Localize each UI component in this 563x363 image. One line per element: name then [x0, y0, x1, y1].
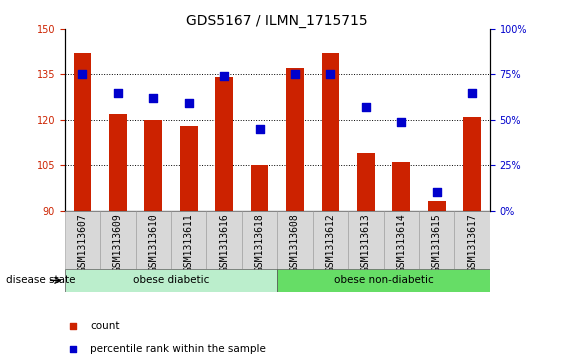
FancyBboxPatch shape — [207, 211, 242, 269]
Bar — [286, 68, 304, 211]
FancyBboxPatch shape — [419, 211, 454, 269]
Bar — [392, 162, 410, 211]
Text: disease state: disease state — [6, 275, 75, 285]
Point — [468, 90, 477, 95]
Point — [149, 95, 158, 101]
Point — [291, 72, 300, 77]
Text: GSM1313617: GSM1313617 — [467, 213, 477, 272]
Point — [184, 101, 193, 106]
Text: GSM1313613: GSM1313613 — [361, 213, 371, 272]
Bar — [357, 153, 375, 211]
Text: GSM1313607: GSM1313607 — [78, 213, 87, 272]
FancyBboxPatch shape — [242, 211, 278, 269]
Point — [361, 104, 370, 110]
Text: GSM1313614: GSM1313614 — [396, 213, 406, 272]
FancyBboxPatch shape — [65, 211, 100, 269]
FancyBboxPatch shape — [136, 211, 171, 269]
Bar — [321, 53, 339, 211]
FancyBboxPatch shape — [454, 211, 490, 269]
Point — [432, 189, 441, 195]
FancyBboxPatch shape — [100, 211, 136, 269]
Text: GSM1313612: GSM1313612 — [325, 213, 336, 272]
Point — [78, 72, 87, 77]
Text: count: count — [90, 321, 120, 331]
FancyBboxPatch shape — [348, 211, 383, 269]
Text: GSM1313616: GSM1313616 — [219, 213, 229, 272]
Bar — [251, 165, 269, 211]
Text: GSM1313618: GSM1313618 — [254, 213, 265, 272]
FancyBboxPatch shape — [278, 211, 312, 269]
FancyBboxPatch shape — [65, 269, 278, 292]
Bar — [145, 120, 162, 211]
Point — [69, 323, 78, 329]
Point — [220, 73, 229, 79]
Point — [69, 346, 78, 352]
Bar — [428, 201, 445, 211]
Bar — [109, 114, 127, 211]
Text: GSM1313609: GSM1313609 — [113, 213, 123, 272]
Bar — [215, 77, 233, 211]
Bar — [180, 126, 198, 211]
Text: obese non-diabetic: obese non-diabetic — [334, 276, 434, 285]
Text: GSM1313611: GSM1313611 — [184, 213, 194, 272]
Text: percentile rank within the sample: percentile rank within the sample — [90, 344, 266, 354]
Point — [113, 90, 122, 95]
Text: GSM1313615: GSM1313615 — [432, 213, 442, 272]
FancyBboxPatch shape — [171, 211, 207, 269]
Text: GSM1313610: GSM1313610 — [148, 213, 158, 272]
Bar — [74, 53, 91, 211]
Point — [397, 119, 406, 125]
Bar — [463, 117, 481, 211]
Text: GSM1313608: GSM1313608 — [290, 213, 300, 272]
Point — [326, 72, 335, 77]
FancyBboxPatch shape — [278, 269, 490, 292]
FancyBboxPatch shape — [383, 211, 419, 269]
Title: GDS5167 / ILMN_1715715: GDS5167 / ILMN_1715715 — [186, 14, 368, 28]
Point — [255, 126, 264, 132]
FancyBboxPatch shape — [312, 211, 348, 269]
Text: obese diabetic: obese diabetic — [133, 276, 209, 285]
